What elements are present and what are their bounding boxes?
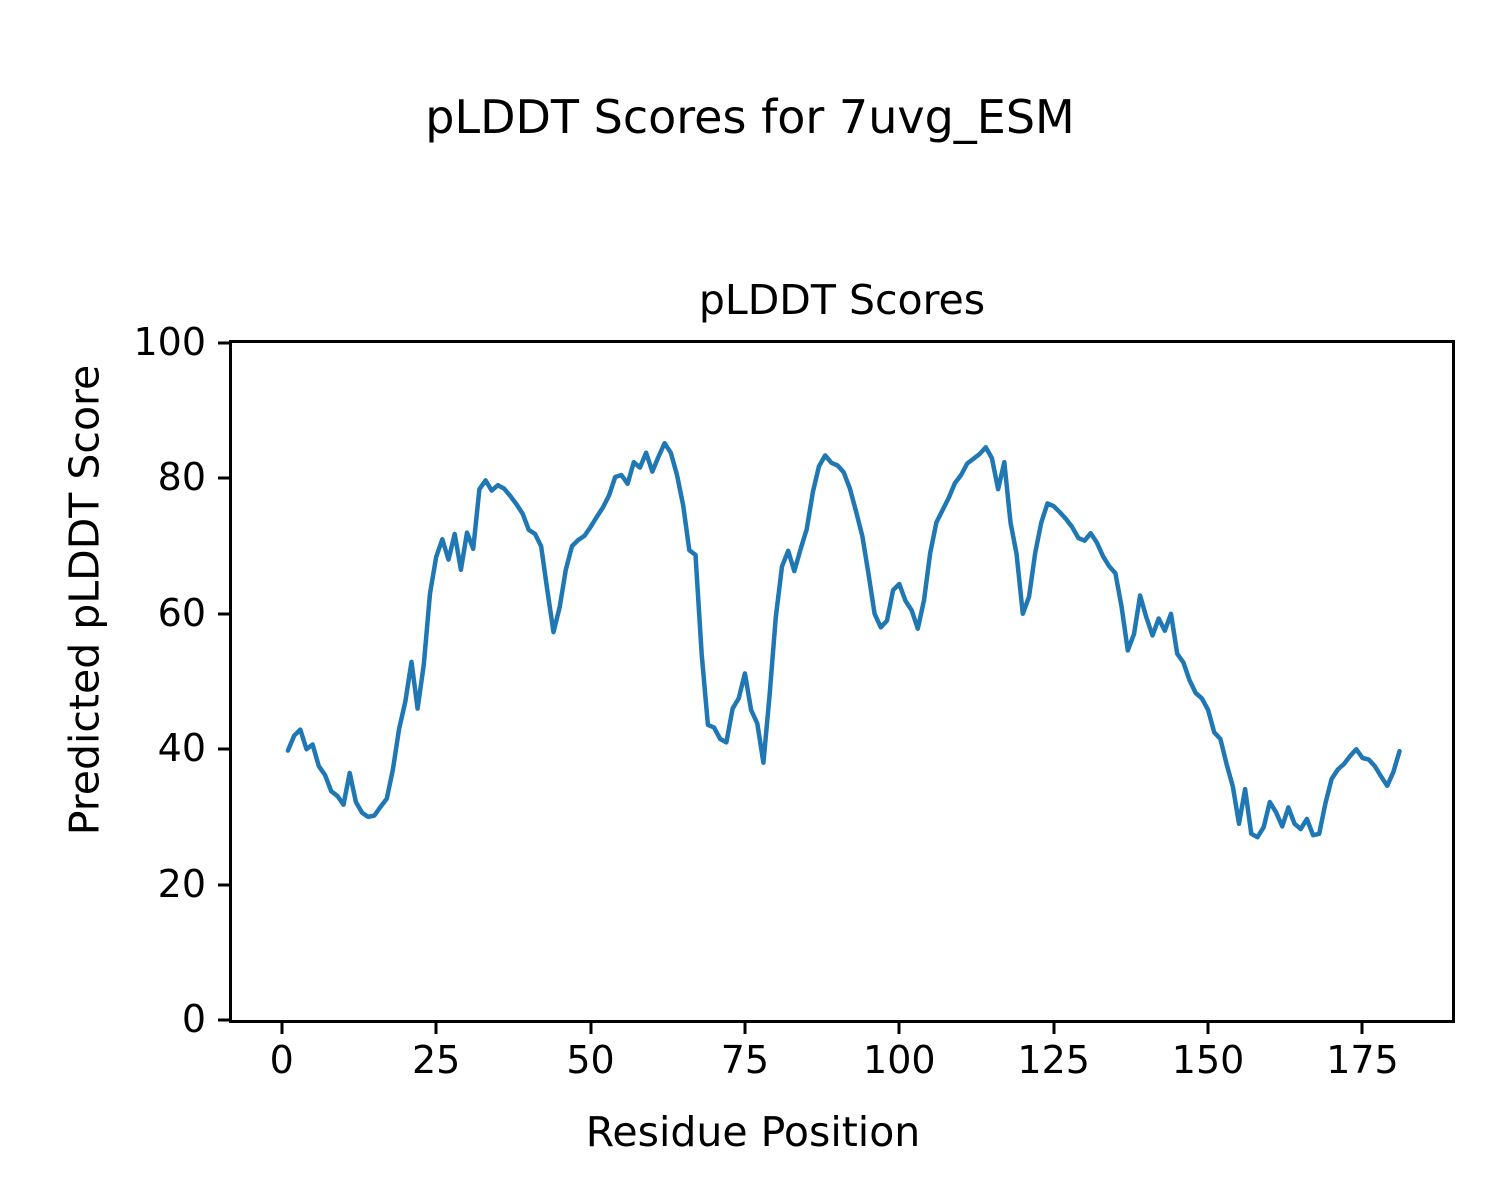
y-tick-label: 100 (133, 320, 206, 365)
x-tick-label: 175 (1326, 1038, 1399, 1082)
x-tick-label: 50 (566, 1038, 615, 1082)
axes-title: pLDDT Scores (698, 276, 986, 324)
x-tick-mark (1360, 1020, 1364, 1034)
y-tick-mark (218, 612, 232, 616)
y-tick-mark (218, 341, 232, 345)
x-axis-label: Residue Position (585, 1108, 921, 1156)
plddt-line-series (285, 440, 1402, 840)
x-tick-mark (1052, 1020, 1056, 1034)
x-tick-label: 75 (720, 1038, 770, 1082)
x-tick-mark (589, 1020, 593, 1034)
figure-suptitle: pLDDT Scores for 7uvg_ESM (425, 90, 1075, 144)
x-tick-label: 100 (863, 1038, 936, 1082)
plot-area: 0 25 50 75 100 125 150 175 0 20 40 60 80 100 (133, 321, 1455, 1081)
y-tick-mark (218, 476, 232, 480)
y-tick-label: 0 (181, 997, 206, 1042)
line-chart-canvas (285, 440, 1402, 840)
y-tick-label: 20 (157, 861, 206, 906)
x-tick-mark (743, 1020, 747, 1034)
x-tick-mark (280, 1020, 284, 1034)
y-tick-mark (218, 883, 232, 887)
x-tick-label: 125 (1017, 1038, 1090, 1082)
y-tick-label: 60 (157, 590, 206, 635)
y-tick-mark (218, 1018, 232, 1022)
y-tick-label: 80 (157, 455, 206, 500)
x-tick-label: 150 (1171, 1038, 1245, 1082)
y-tick-label: 40 (157, 726, 206, 771)
y-tick-mark (218, 747, 232, 751)
x-tick-label: 25 (411, 1038, 461, 1082)
x-tick-mark (897, 1020, 901, 1034)
x-tick-label: 0 (269, 1038, 294, 1082)
y-axis-label: Predicted pLDDT Score (60, 364, 109, 836)
x-tick-mark (1206, 1020, 1210, 1034)
x-tick-mark (434, 1020, 438, 1034)
